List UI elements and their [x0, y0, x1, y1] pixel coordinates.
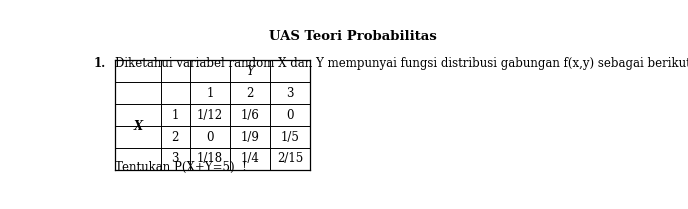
Text: UAS Teori Probabilitas: UAS Teori Probabilitas [269, 30, 436, 43]
Text: 1/9: 1/9 [241, 131, 259, 144]
Text: 1: 1 [206, 87, 214, 100]
Text: 2/15: 2/15 [277, 153, 303, 166]
Text: 1/12: 1/12 [197, 109, 223, 122]
Text: 3: 3 [286, 87, 294, 100]
Text: 1/5: 1/5 [281, 131, 299, 144]
Text: 2: 2 [171, 131, 179, 144]
Text: 0: 0 [206, 131, 214, 144]
Text: 1/4: 1/4 [241, 153, 259, 166]
Text: 2: 2 [246, 87, 254, 100]
Text: 1.: 1. [94, 57, 106, 70]
Text: 3: 3 [171, 153, 179, 166]
Text: 1/6: 1/6 [241, 109, 259, 122]
Text: X: X [133, 120, 142, 133]
Text: Tentukan P(X+Y=5)  !: Tentukan P(X+Y=5) ! [116, 161, 247, 174]
Text: Y: Y [246, 65, 254, 78]
Text: 0: 0 [286, 109, 294, 122]
Text: Diketahui variabel random X dan Y mempunyai fungsi distribusi gabungan f(x,y) se: Diketahui variabel random X dan Y mempun… [116, 57, 688, 70]
Text: 1: 1 [171, 109, 179, 122]
Text: 1/18: 1/18 [197, 153, 223, 166]
